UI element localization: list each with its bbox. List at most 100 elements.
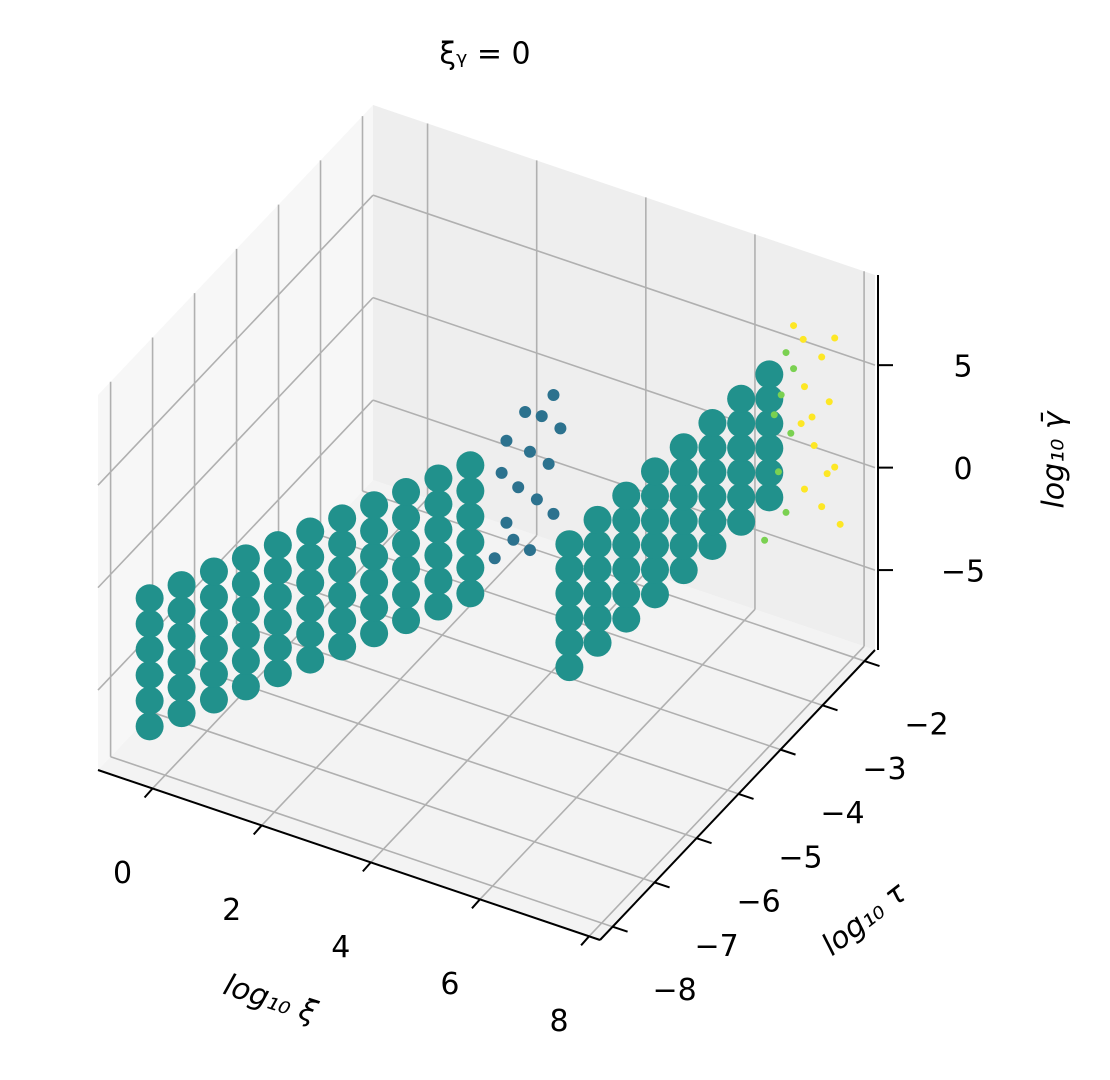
point <box>199 557 228 586</box>
floor-pane <box>98 480 875 940</box>
point <box>424 541 453 570</box>
point <box>296 594 325 623</box>
point <box>167 622 196 651</box>
x-axis-label: log₁₀ ξ <box>219 968 321 1031</box>
x-tick-label: 2 <box>222 893 241 928</box>
point <box>774 468 782 476</box>
grid-line <box>97 194 374 486</box>
point <box>669 531 698 560</box>
point <box>640 580 669 609</box>
point <box>761 536 769 544</box>
point <box>818 353 826 361</box>
point <box>231 621 260 650</box>
point <box>612 481 641 510</box>
point <box>456 553 485 582</box>
z-tick-label: −5 <box>941 555 985 590</box>
point <box>640 506 669 535</box>
point <box>296 645 325 674</box>
point <box>640 555 669 584</box>
point <box>328 555 357 584</box>
point <box>810 442 818 450</box>
point <box>831 463 839 471</box>
point <box>808 413 816 421</box>
point <box>392 503 421 532</box>
point <box>755 409 784 438</box>
point <box>328 632 357 661</box>
point <box>727 409 756 438</box>
y-tick-label: −2 <box>904 708 948 743</box>
point <box>555 653 584 682</box>
point <box>167 596 196 625</box>
point <box>135 661 164 690</box>
point <box>296 620 325 649</box>
point <box>519 406 532 419</box>
point <box>698 507 727 536</box>
y-tick-label: −8 <box>652 973 696 1008</box>
grid-line <box>97 297 374 589</box>
x-tick-label: 8 <box>550 1004 569 1039</box>
point <box>231 595 260 624</box>
grid-line <box>372 296 876 469</box>
point <box>360 593 389 622</box>
point <box>547 388 560 401</box>
point <box>583 505 612 534</box>
point <box>456 579 485 608</box>
point <box>296 568 325 597</box>
point <box>523 544 536 557</box>
point <box>495 466 508 479</box>
grid-line <box>479 608 756 900</box>
point <box>424 515 453 544</box>
point <box>790 365 798 373</box>
y-tick-label: −4 <box>820 796 864 831</box>
point <box>669 506 698 535</box>
point <box>612 579 641 608</box>
point <box>698 531 727 560</box>
point <box>669 482 698 511</box>
point <box>669 457 698 486</box>
point <box>727 483 756 512</box>
point <box>456 476 485 505</box>
point <box>669 556 698 585</box>
point <box>554 422 567 435</box>
point <box>698 482 727 511</box>
point <box>167 571 196 600</box>
x-tick <box>143 787 154 799</box>
point <box>360 542 389 571</box>
y-tick <box>864 660 880 668</box>
y-axis-label: log₁₀ τ <box>815 875 914 963</box>
grid-line <box>110 755 613 928</box>
point <box>523 445 536 458</box>
point <box>500 434 513 447</box>
point <box>555 530 584 559</box>
point <box>456 502 485 531</box>
point <box>727 384 756 413</box>
point <box>360 491 389 520</box>
point <box>612 555 641 584</box>
point <box>790 322 798 330</box>
grid-line <box>152 711 655 884</box>
point <box>360 516 389 545</box>
point <box>263 659 292 688</box>
x-axis <box>97 769 601 941</box>
point <box>755 483 784 512</box>
x-tick <box>580 935 590 946</box>
point <box>698 409 727 438</box>
point <box>135 712 164 741</box>
point <box>263 582 292 611</box>
x-tick <box>252 824 263 836</box>
point <box>799 335 807 343</box>
point <box>782 508 790 516</box>
point <box>818 503 826 511</box>
point <box>583 530 612 559</box>
point <box>727 458 756 487</box>
point <box>727 507 756 536</box>
point <box>777 391 785 399</box>
point <box>424 490 453 519</box>
y-tick-label: −6 <box>736 885 780 920</box>
point <box>612 530 641 559</box>
point <box>831 334 839 342</box>
point <box>392 529 421 558</box>
point <box>360 568 389 597</box>
point <box>542 457 555 470</box>
